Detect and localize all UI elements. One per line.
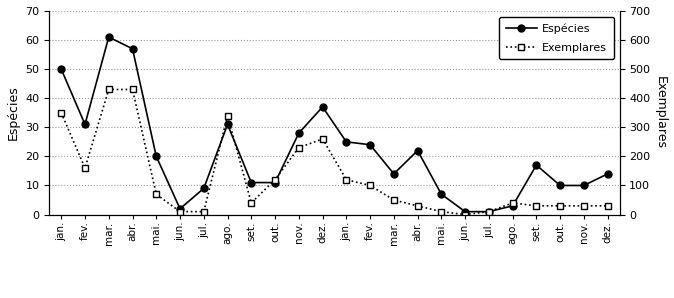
Exemplares xyxy=(604,204,612,208)
Exemplares xyxy=(129,88,137,91)
Espécies xyxy=(152,155,160,158)
Exemplares xyxy=(247,201,255,205)
Exemplares xyxy=(319,137,327,141)
Line: Exemplares: Exemplares xyxy=(58,86,611,218)
Espécies xyxy=(509,204,517,208)
Exemplares xyxy=(556,204,564,208)
Espécies xyxy=(556,184,564,187)
Espécies xyxy=(366,143,374,147)
Exemplares xyxy=(532,204,541,208)
Exemplares xyxy=(57,111,65,114)
Espécies xyxy=(104,35,113,39)
Espécies xyxy=(57,67,65,71)
Espécies xyxy=(414,149,422,152)
Espécies xyxy=(224,122,232,126)
Espécies xyxy=(532,163,541,167)
Espécies xyxy=(295,131,303,135)
Exemplares xyxy=(461,213,469,216)
Legend: Espécies, Exemplares: Espécies, Exemplares xyxy=(499,16,614,59)
Exemplares xyxy=(485,210,493,213)
Espécies xyxy=(580,184,588,187)
Exemplares xyxy=(200,210,208,213)
Exemplares xyxy=(509,201,517,205)
Espécies xyxy=(271,181,279,184)
Espécies xyxy=(390,172,398,176)
Exemplares xyxy=(295,146,303,149)
Exemplares xyxy=(342,178,350,181)
Espécies xyxy=(604,172,612,176)
Exemplares xyxy=(437,210,446,213)
Espécies xyxy=(461,210,469,213)
Exemplares xyxy=(390,198,398,202)
Espécies xyxy=(485,210,493,213)
Exemplares xyxy=(81,166,89,170)
Exemplares xyxy=(176,210,184,213)
Espécies xyxy=(81,122,89,126)
Espécies xyxy=(247,181,255,184)
Espécies xyxy=(200,187,208,190)
Espécies xyxy=(319,105,327,109)
Y-axis label: Espécies: Espécies xyxy=(7,86,20,140)
Exemplares xyxy=(224,114,232,117)
Espécies xyxy=(437,193,446,196)
Exemplares xyxy=(580,204,588,208)
Exemplares xyxy=(271,178,279,181)
Exemplares xyxy=(104,88,113,91)
Exemplares xyxy=(152,193,160,196)
Espécies xyxy=(342,140,350,144)
Exemplares xyxy=(414,204,422,208)
Espécies xyxy=(176,207,184,210)
Exemplares xyxy=(366,184,374,187)
Y-axis label: Exemplares: Exemplares xyxy=(654,76,667,149)
Espécies xyxy=(129,47,137,51)
Line: Espécies: Espécies xyxy=(58,34,611,215)
